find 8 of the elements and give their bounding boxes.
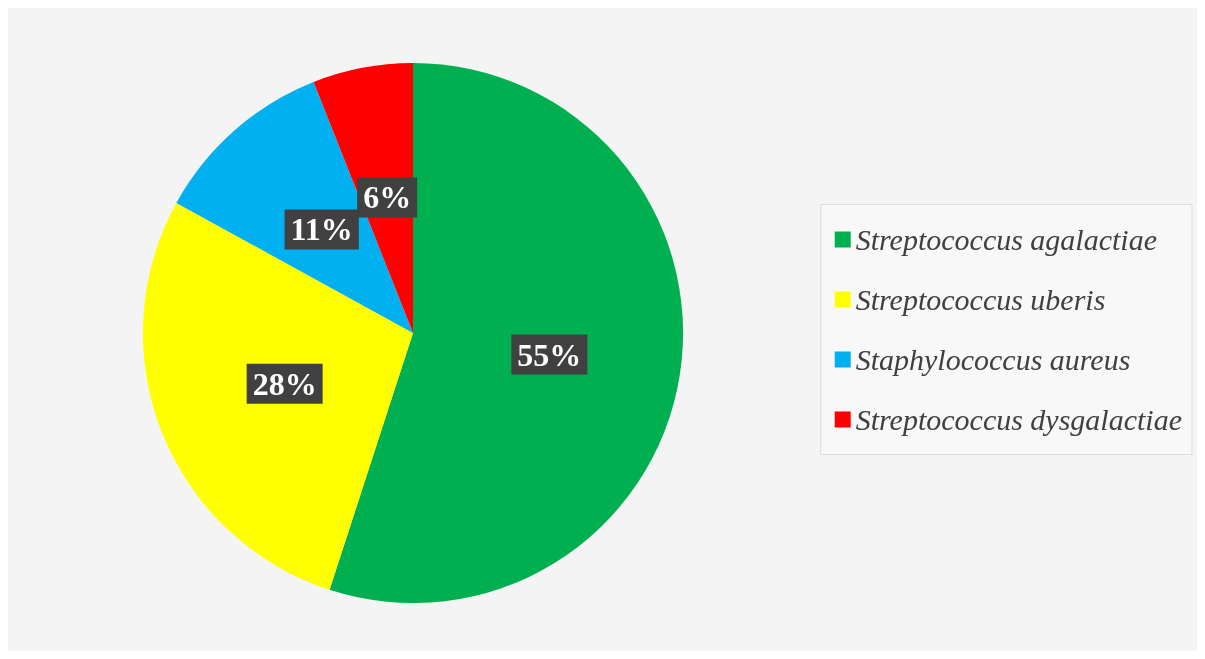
legend-label: Streptococcus dysgalactiae — [855, 403, 1182, 436]
legend-label: Streptococcus uberis — [855, 283, 1106, 316]
legend-label: Streptococcus agalactiae — [855, 223, 1158, 256]
legend-label: Staphylococcus aureus — [855, 343, 1131, 376]
data-label: 11% — [290, 211, 353, 248]
data-label: 28% — [252, 365, 317, 402]
data-label: 55% — [517, 336, 582, 373]
data-label: 6% — [363, 179, 412, 216]
